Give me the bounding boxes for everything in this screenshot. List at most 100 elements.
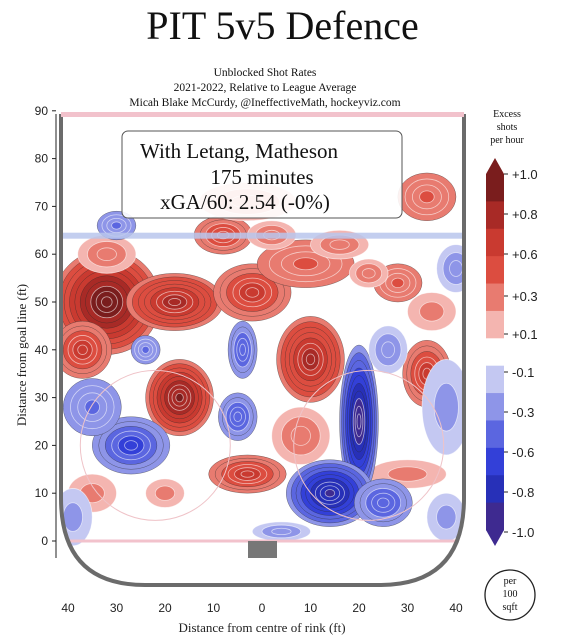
contour-level	[356, 413, 362, 430]
x-tick-label: 0	[259, 601, 266, 615]
density-blob	[208, 454, 287, 494]
subtitle-line-3: Micah Blake McCurdy, @IneffectiveMath, h…	[129, 97, 401, 109]
colorbar-swatch	[486, 256, 504, 285]
contour-level	[419, 301, 445, 322]
contour-level	[101, 296, 113, 308]
contour-level	[377, 497, 390, 508]
contour-level	[154, 485, 176, 501]
density-blob	[276, 316, 345, 403]
colorbar-title-line-2: shots	[497, 122, 518, 133]
unit-badge-line-3: sqft	[503, 602, 518, 613]
chart-title: PIT 5v5 Defence	[146, 3, 419, 48]
blue-line	[61, 232, 464, 239]
faceoff-circle-right	[293, 369, 445, 521]
y-tick-label: 80	[35, 152, 49, 166]
density-blobs	[61, 172, 464, 547]
colorbar-bottom-arrow	[486, 530, 504, 546]
x-axis-label: Distance from centre of rink (ft)	[178, 620, 345, 635]
annotation-players: With Letang, Matheson	[140, 139, 339, 163]
density-blob	[145, 478, 185, 508]
contour-level	[233, 411, 243, 422]
annotation-box: With Letang, Matheson 175 minutes xGA/60…	[121, 130, 403, 219]
subtitle-line-1: Unblocked Shot Rates	[213, 67, 317, 79]
unit-badge-line-1: per	[504, 576, 517, 587]
unit-badge: per 100 sqft	[484, 569, 536, 621]
y-tick-label: 30	[35, 391, 49, 405]
y-tick-label: 40	[35, 343, 49, 357]
x-axis-ticks: 40 30 20 10 0 10 20 30 40	[61, 601, 463, 615]
contour-level	[449, 260, 463, 277]
x-tick-label: 10	[304, 601, 318, 615]
contour-level	[436, 504, 457, 530]
contour-level	[141, 345, 150, 354]
density-blob	[130, 335, 161, 365]
colorbar-swatch	[486, 174, 504, 202]
colorbar-title-line-1: Excess	[493, 109, 521, 120]
contour-level	[245, 287, 260, 298]
y-tick-label: 0	[41, 534, 48, 548]
x-tick-label: 10	[207, 601, 221, 615]
colorbar: Excess shots per hour +1.0 +0.8 +0.6 +0.3 +0…	[486, 109, 538, 546]
colorbar-swatch	[486, 447, 504, 476]
contour-level	[305, 353, 316, 366]
contour-level	[293, 257, 319, 271]
colorbar-swatch	[486, 420, 504, 449]
colorbar-swatch	[486, 502, 504, 531]
density-blob	[125, 273, 224, 331]
contour-level	[62, 502, 83, 532]
density-blob	[436, 244, 464, 293]
contour-level	[111, 221, 122, 230]
density-blob	[77, 234, 137, 274]
density-blob	[407, 292, 457, 332]
contour-level	[175, 392, 184, 403]
y-tick-label: 20	[35, 438, 49, 452]
colorbar-swatch	[486, 393, 504, 421]
contour-level	[381, 341, 395, 359]
colorbar-top-arrow	[486, 158, 504, 174]
contour-level	[84, 399, 100, 415]
density-blob	[348, 258, 389, 289]
rink-boards	[59, 114, 466, 587]
centre-red-line	[61, 112, 464, 117]
colorbar-swatch	[486, 475, 504, 504]
unit-badge-line-2: 100	[503, 589, 518, 600]
colorbar-swatches	[486, 158, 504, 546]
colorbar-swatch	[486, 365, 504, 394]
contour-level	[239, 343, 246, 356]
density-blob	[397, 172, 457, 221]
density-blob	[368, 325, 408, 375]
colorbar-swatch	[486, 201, 504, 230]
x-tick-label: 40	[449, 601, 463, 615]
density-blob	[62, 378, 122, 437]
density-blob	[353, 478, 413, 527]
colorbar-label: +0.1	[512, 327, 538, 342]
annotation-xga: xGA/60: 2.54 (-0%)	[160, 190, 330, 214]
density-blob	[251, 521, 311, 542]
colorbar-swatch	[486, 283, 504, 312]
y-axis-ticks: 0 10 20 30 40 50 60 70 80 90	[35, 104, 56, 548]
contour-level	[77, 344, 88, 355]
y-tick-label: 70	[35, 199, 49, 213]
density-blob	[271, 406, 331, 465]
contour-level	[419, 190, 435, 204]
colorbar-label: -0.1	[512, 365, 534, 380]
contour-level	[329, 239, 350, 250]
x-tick-label: 30	[401, 601, 415, 615]
goal-net	[248, 541, 277, 558]
x-tick-label: 20	[158, 601, 172, 615]
density-blob	[286, 459, 374, 527]
contour-level	[387, 466, 428, 482]
density-blob	[218, 392, 258, 441]
colorbar-label: +1.0	[512, 167, 538, 182]
colorbar-label: +0.8	[512, 207, 538, 222]
y-axis-label: Distance from goal line (ft)	[14, 284, 29, 426]
contour-level	[290, 425, 311, 446]
contour-level	[240, 470, 255, 478]
contour-level	[271, 527, 292, 536]
x-tick-label: 20	[352, 601, 366, 615]
colorbar-label: +0.3	[512, 289, 538, 304]
colorbar-swatch	[486, 310, 504, 339]
density-blob	[92, 416, 171, 475]
colorbar-label: -1.0	[512, 525, 534, 540]
